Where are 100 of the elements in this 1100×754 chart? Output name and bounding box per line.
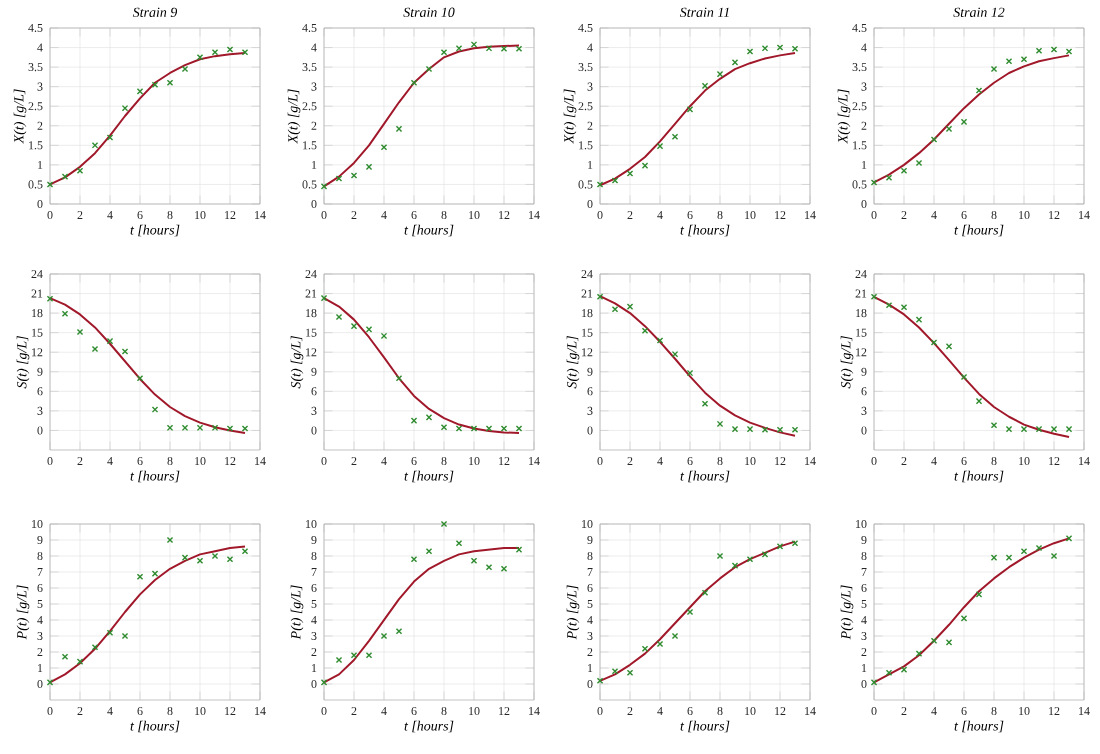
point <box>440 423 448 431</box>
point <box>166 424 174 432</box>
point <box>701 400 709 407</box>
point <box>320 679 328 686</box>
point <box>196 424 204 432</box>
point <box>136 88 144 95</box>
point <box>241 547 249 555</box>
point <box>121 348 129 355</box>
point <box>151 81 159 88</box>
point <box>410 79 418 86</box>
point <box>350 172 358 179</box>
point <box>945 639 953 646</box>
point <box>470 557 478 565</box>
point <box>716 420 724 428</box>
point <box>900 304 908 311</box>
point <box>626 303 634 310</box>
point <box>61 173 69 180</box>
point <box>1050 425 1058 433</box>
point <box>701 589 709 597</box>
line-series <box>323 297 521 435</box>
point <box>1020 425 1028 433</box>
point <box>395 627 403 635</box>
point <box>915 159 923 167</box>
point <box>485 45 493 52</box>
point <box>350 322 358 330</box>
point <box>106 134 114 141</box>
point <box>656 142 664 150</box>
point <box>485 563 493 571</box>
point <box>746 555 754 563</box>
line-series <box>49 52 246 186</box>
point <box>320 294 328 302</box>
point <box>596 293 604 301</box>
point <box>515 546 523 553</box>
point <box>181 554 189 561</box>
point <box>380 332 388 340</box>
point <box>1050 46 1058 53</box>
point <box>611 177 619 184</box>
line-series <box>323 44 521 188</box>
point <box>181 424 189 432</box>
point <box>791 539 799 547</box>
point <box>870 179 878 186</box>
point <box>61 653 69 661</box>
point <box>196 54 204 61</box>
point <box>1065 535 1073 542</box>
point <box>776 44 784 51</box>
point <box>746 48 754 55</box>
point <box>46 181 54 188</box>
point <box>746 425 754 433</box>
point <box>76 167 84 174</box>
point <box>500 565 508 573</box>
point <box>515 45 523 52</box>
point <box>425 65 433 73</box>
point <box>930 637 938 645</box>
point <box>870 293 878 301</box>
point <box>151 570 159 577</box>
point <box>151 406 159 413</box>
point <box>870 679 878 686</box>
point <box>500 425 508 432</box>
point <box>91 643 99 651</box>
point <box>686 369 694 377</box>
point <box>181 65 189 73</box>
point <box>241 49 249 56</box>
point <box>776 426 784 434</box>
point <box>611 667 619 675</box>
point <box>76 658 84 665</box>
point <box>455 539 463 547</box>
point <box>1035 425 1043 433</box>
point <box>960 615 968 622</box>
point <box>226 46 234 53</box>
point <box>731 59 739 66</box>
point <box>915 650 923 657</box>
point <box>1065 48 1073 55</box>
point <box>975 87 983 94</box>
point <box>196 557 204 565</box>
point <box>900 167 908 174</box>
point <box>731 562 739 569</box>
point <box>365 651 373 659</box>
point <box>166 79 174 86</box>
point <box>61 310 69 317</box>
point <box>395 125 403 133</box>
point <box>761 551 769 558</box>
point <box>1005 554 1013 561</box>
point <box>975 397 983 405</box>
point <box>91 345 99 353</box>
point <box>641 645 649 653</box>
point <box>960 118 968 126</box>
point <box>395 375 403 382</box>
point <box>515 425 523 432</box>
point <box>930 136 938 143</box>
point <box>350 651 358 659</box>
point <box>990 554 998 561</box>
line-series <box>599 52 797 187</box>
point <box>1005 57 1013 65</box>
point <box>455 45 463 52</box>
point <box>91 142 99 149</box>
point <box>1020 547 1028 555</box>
point <box>455 425 463 432</box>
point <box>960 373 968 381</box>
point <box>885 302 893 309</box>
point <box>885 669 893 677</box>
